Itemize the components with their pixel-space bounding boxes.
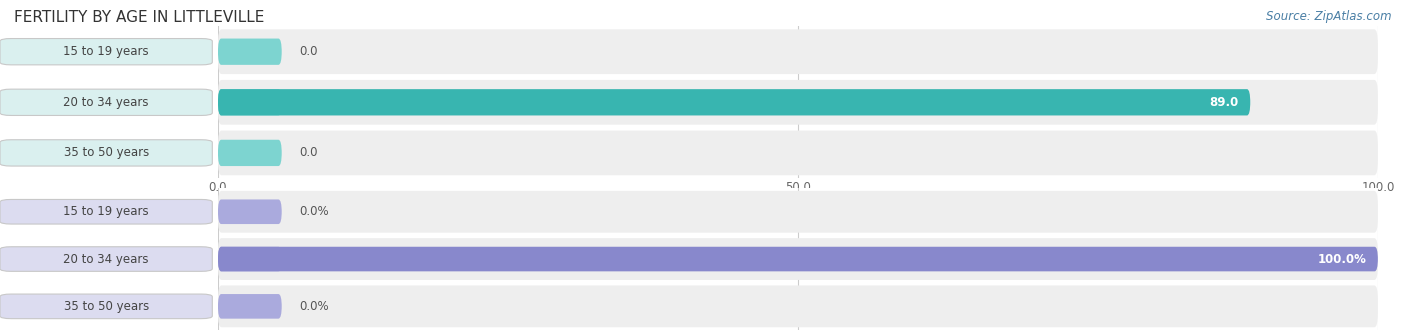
Text: 0.0%: 0.0% xyxy=(299,300,329,313)
Text: FERTILITY BY AGE IN LITTLEVILLE: FERTILITY BY AGE IN LITTLEVILLE xyxy=(14,10,264,25)
Text: 35 to 50 years: 35 to 50 years xyxy=(63,300,149,313)
FancyBboxPatch shape xyxy=(218,247,1378,271)
Text: 20 to 34 years: 20 to 34 years xyxy=(63,252,149,266)
Text: Source: ZipAtlas.com: Source: ZipAtlas.com xyxy=(1267,10,1392,23)
FancyBboxPatch shape xyxy=(218,80,1378,125)
Text: 20 to 34 years: 20 to 34 years xyxy=(63,96,149,109)
FancyBboxPatch shape xyxy=(218,191,1378,233)
FancyBboxPatch shape xyxy=(218,199,281,224)
Text: 0.0: 0.0 xyxy=(299,45,318,58)
FancyBboxPatch shape xyxy=(218,39,281,65)
FancyBboxPatch shape xyxy=(218,294,281,319)
FancyBboxPatch shape xyxy=(218,285,1378,327)
FancyBboxPatch shape xyxy=(218,131,1378,175)
Text: 15 to 19 years: 15 to 19 years xyxy=(63,45,149,58)
Text: 100.0%: 100.0% xyxy=(1317,252,1367,266)
FancyBboxPatch shape xyxy=(218,29,1378,74)
Text: 0.0: 0.0 xyxy=(299,147,318,159)
FancyBboxPatch shape xyxy=(218,89,281,116)
FancyBboxPatch shape xyxy=(218,247,281,271)
Text: 35 to 50 years: 35 to 50 years xyxy=(63,147,149,159)
FancyBboxPatch shape xyxy=(218,89,1250,116)
FancyBboxPatch shape xyxy=(218,140,281,166)
Text: 0.0%: 0.0% xyxy=(299,205,329,218)
Text: 15 to 19 years: 15 to 19 years xyxy=(63,205,149,218)
FancyBboxPatch shape xyxy=(218,238,1378,280)
Text: 89.0: 89.0 xyxy=(1209,96,1239,109)
